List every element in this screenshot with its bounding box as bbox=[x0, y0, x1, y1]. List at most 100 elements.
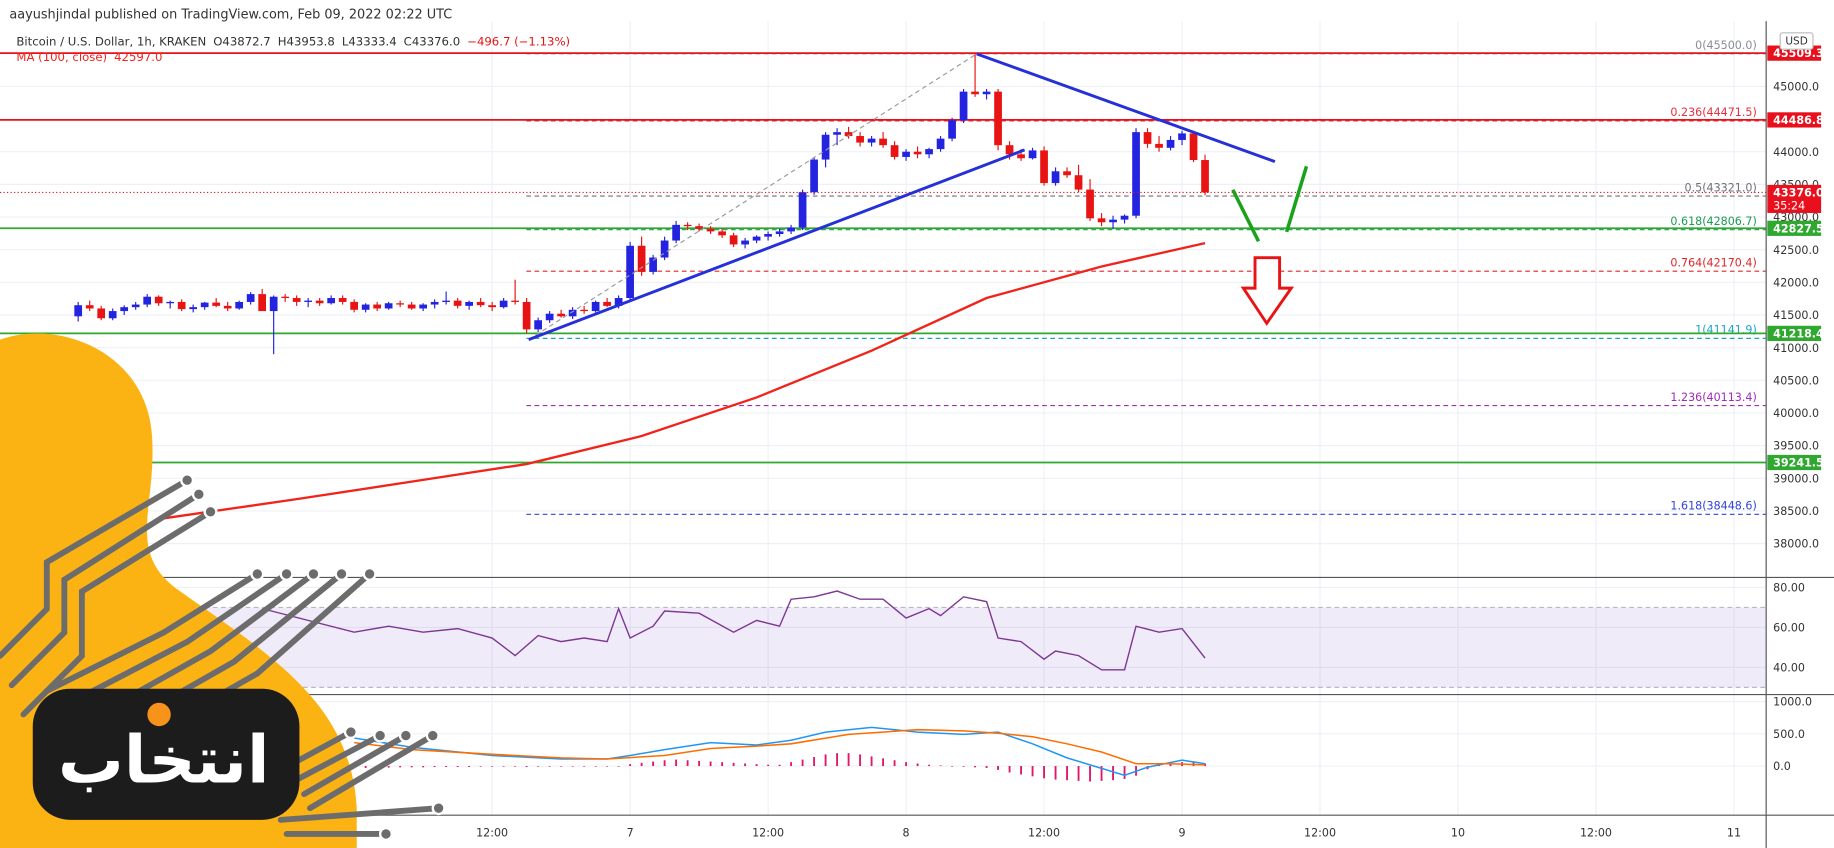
candle-body bbox=[626, 245, 634, 299]
candle-body bbox=[1201, 160, 1209, 193]
candle-body bbox=[614, 298, 623, 306]
histogram-bar bbox=[571, 766, 574, 767]
histogram-bar bbox=[1020, 766, 1022, 775]
candle-body bbox=[775, 231, 784, 235]
countdown: 35:24 bbox=[1773, 199, 1805, 212]
logo-text: انتخاب bbox=[58, 722, 269, 798]
candle-body bbox=[879, 138, 887, 146]
candle-body bbox=[752, 236, 761, 241]
candle-body bbox=[695, 226, 703, 229]
y-tick-label: 39500.0 bbox=[1773, 440, 1819, 453]
candle-body bbox=[936, 138, 945, 150]
candle-body bbox=[97, 308, 106, 319]
candle-body bbox=[660, 240, 669, 258]
drawings bbox=[528, 52, 1309, 342]
candle-body bbox=[1097, 218, 1106, 223]
histogram-bar bbox=[629, 764, 632, 767]
histogram-bar bbox=[732, 762, 735, 767]
plot-area: 0(45500.0) 0.236(44471.5) 0.5(43321.0) 0.61… bbox=[0, 21, 1767, 816]
histogram-bar bbox=[491, 766, 494, 767]
y-tick-label: 42500.0 bbox=[1773, 244, 1819, 257]
y-tick-label: 80.00 bbox=[1773, 582, 1805, 595]
candle-body bbox=[1063, 171, 1071, 176]
candle-body bbox=[1109, 219, 1117, 223]
histogram-bar bbox=[456, 766, 459, 768]
candle-body bbox=[706, 228, 715, 232]
candle-body bbox=[177, 301, 186, 310]
header: aayushjindal published on TradingView.co… bbox=[9, 8, 1814, 64]
rsi-line bbox=[261, 590, 1206, 671]
candle-body bbox=[430, 301, 439, 305]
histogram-bar bbox=[1031, 766, 1034, 777]
high-label: H43953.8 bbox=[278, 35, 335, 49]
histogram-bar bbox=[905, 762, 908, 767]
candle-body bbox=[1132, 132, 1140, 216]
candle-body bbox=[741, 240, 749, 245]
histogram-bar bbox=[790, 762, 793, 767]
histogram-bar bbox=[709, 761, 712, 767]
watermark: aayushjindal published on TradingView.co… bbox=[9, 8, 452, 23]
y-tick-label: 0.0 bbox=[1773, 760, 1791, 773]
fib-label: 0.618(42806.7) bbox=[1670, 215, 1756, 228]
y-tick-label: 500.0 bbox=[1773, 728, 1805, 741]
candle-body bbox=[1155, 143, 1163, 148]
candle-body bbox=[982, 91, 991, 95]
macd-line bbox=[354, 728, 1206, 766]
candle-body bbox=[1166, 139, 1175, 148]
candle-body bbox=[269, 296, 278, 312]
candle-body bbox=[580, 309, 588, 312]
histogram-bar bbox=[514, 766, 517, 767]
x-tick-label: 7 bbox=[627, 826, 634, 839]
x-tick-label: 12:00 bbox=[752, 826, 784, 839]
logo: انتخاب bbox=[0, 333, 446, 848]
x-tick-label: 11 bbox=[1727, 826, 1741, 839]
candle-body bbox=[154, 296, 163, 304]
candle-body bbox=[1051, 171, 1060, 184]
candle-body bbox=[384, 303, 393, 309]
x-tick-label: 12:00 bbox=[1580, 826, 1612, 839]
down-arrow bbox=[1240, 256, 1295, 326]
candle-body bbox=[407, 304, 416, 309]
histogram-bar bbox=[824, 754, 827, 767]
histogram-bar bbox=[962, 766, 965, 767]
x-tick-label: 12:00 bbox=[1028, 826, 1060, 839]
y-tick-label: 40500.0 bbox=[1773, 374, 1819, 387]
histogram-bar bbox=[387, 766, 390, 768]
candle-body bbox=[856, 136, 864, 143]
histogram-bar bbox=[985, 766, 988, 768]
candle-body bbox=[718, 231, 726, 236]
histogram-bar bbox=[652, 761, 655, 767]
candle-body bbox=[304, 300, 313, 302]
candle-body bbox=[246, 294, 255, 302]
candle-body bbox=[235, 301, 244, 309]
candle-body bbox=[189, 307, 198, 310]
histogram-bar bbox=[939, 765, 942, 767]
histogram-bar bbox=[951, 766, 954, 767]
logo-nodes bbox=[180, 473, 446, 841]
currency: USD bbox=[1785, 36, 1807, 48]
histogram-bar bbox=[594, 766, 597, 767]
level-tag bbox=[1767, 454, 1822, 471]
level-tag bbox=[1767, 112, 1822, 128]
level-tag bbox=[1767, 325, 1822, 342]
candle-body bbox=[1086, 189, 1094, 219]
candle-body bbox=[1017, 154, 1025, 159]
candle-body bbox=[1120, 215, 1129, 220]
histogram-bar bbox=[847, 753, 850, 767]
candle-body bbox=[143, 296, 152, 305]
candle-body bbox=[338, 298, 347, 302]
fib-label: 0(45500.0) bbox=[1695, 39, 1757, 52]
x-tick-label: 9 bbox=[1179, 826, 1186, 839]
histogram-bar bbox=[617, 766, 620, 767]
candle-body bbox=[948, 120, 956, 139]
candle-body bbox=[131, 304, 140, 308]
fib-label: 0.764(42170.4) bbox=[1670, 257, 1756, 270]
histogram-bar bbox=[1123, 766, 1126, 779]
candle-body bbox=[925, 149, 933, 155]
candle-body bbox=[281, 296, 290, 299]
candle-body bbox=[511, 300, 519, 302]
open-label: O43872.7 bbox=[213, 35, 270, 49]
histogram-bar bbox=[1100, 766, 1103, 781]
level-tag-label: 39241.5 bbox=[1773, 457, 1824, 470]
